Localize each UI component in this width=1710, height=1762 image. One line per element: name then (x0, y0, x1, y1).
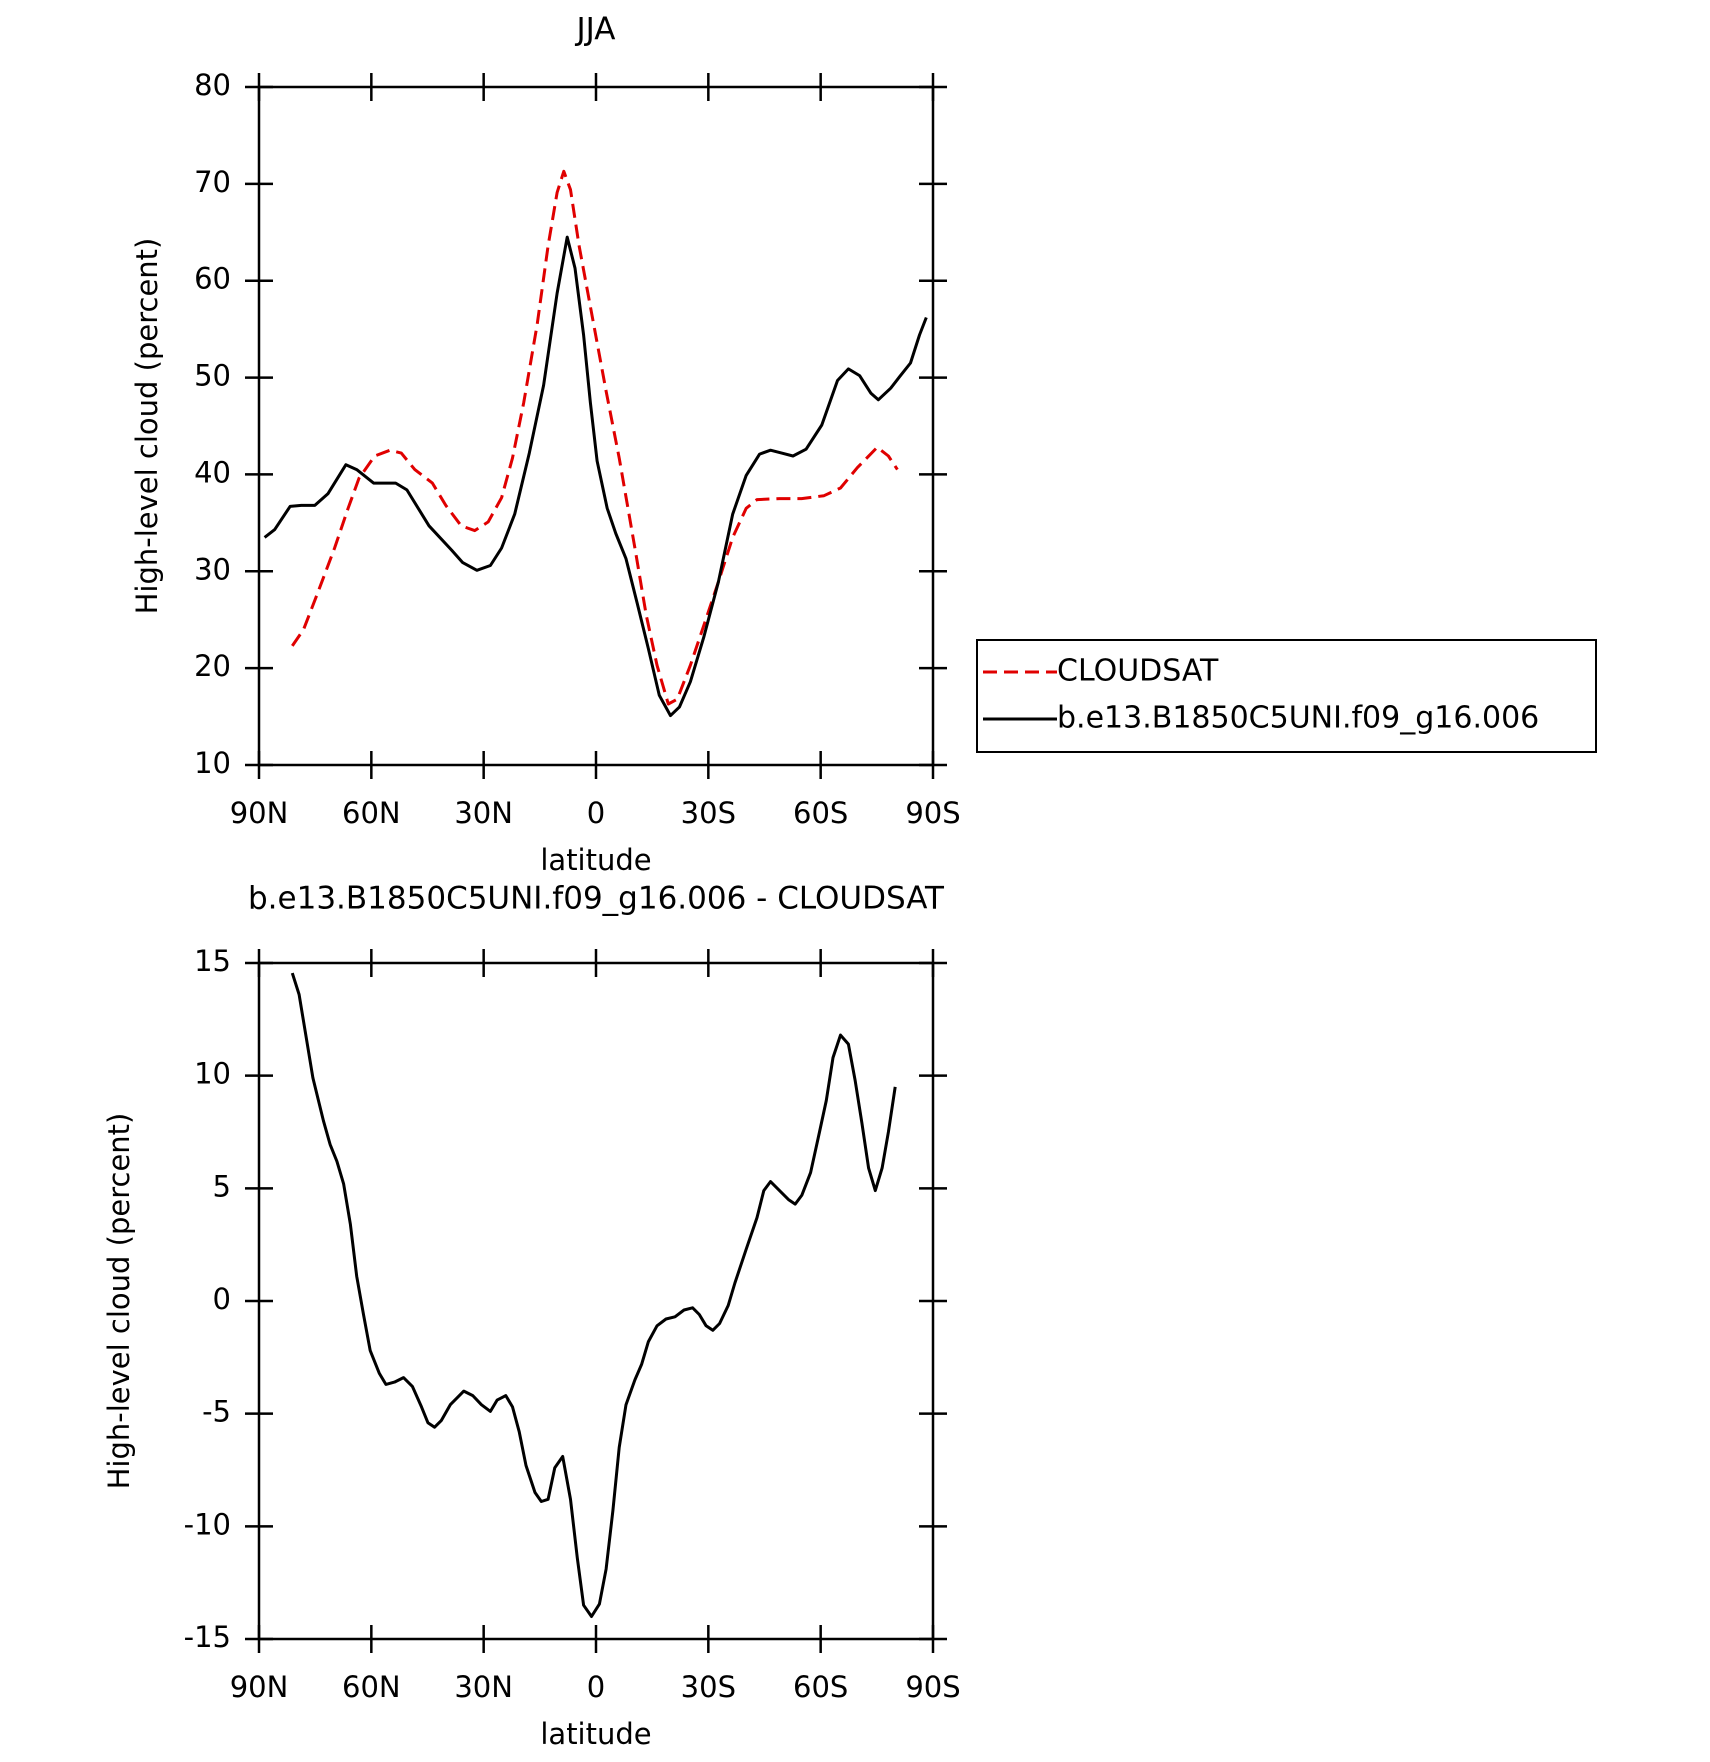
y-tick-label: 70 (194, 165, 231, 199)
y-tick-label: 10 (194, 1057, 231, 1091)
plot-frame (257, 85, 935, 767)
y-tick-label: 40 (194, 455, 231, 489)
legend-label: CLOUDSAT (1057, 654, 1219, 689)
x-tick-label: 60N (342, 796, 401, 830)
x-tick-label: 30N (454, 1670, 513, 1704)
y-tick-label: 60 (194, 262, 231, 296)
y-tick-label: -15 (184, 1620, 231, 1654)
x-tick-label: 90S (905, 796, 960, 830)
x-tick-label: 90S (905, 1670, 960, 1704)
x-axis-label: latitude (540, 843, 651, 877)
y-tick-label: 15 (194, 944, 231, 978)
y-tick-label: -10 (184, 1507, 231, 1541)
x-tick-label: 30S (681, 796, 736, 830)
y-axis-label: High-level cloud (percent) (102, 1113, 136, 1490)
chart-title: JJA (575, 12, 616, 48)
x-tick-label: 30S (681, 1670, 736, 1704)
legend-box (976, 639, 1597, 753)
x-tick-label: 0 (587, 1670, 605, 1704)
x-tick-label: 90N (230, 1670, 289, 1704)
x-tick-label: 90N (230, 796, 289, 830)
x-tick-label: 0 (587, 796, 605, 830)
y-tick-label: 10 (194, 746, 231, 780)
y-tick-label: 30 (194, 552, 231, 586)
x-tick-label: 60N (342, 1670, 401, 1704)
y-tick-label: 20 (194, 649, 231, 683)
legend-label: b.e13.B1850C5UNI.f09_g16.006 (1057, 701, 1539, 736)
x-tick-label: 60S (793, 1670, 848, 1704)
y-axis-label: High-level cloud (percent) (130, 238, 164, 615)
plot-frame (257, 961, 935, 1641)
series-line (291, 169, 899, 706)
y-tick-label: -5 (202, 1395, 231, 1429)
x-tick-label: 30N (454, 796, 513, 830)
y-tick-label: 0 (213, 1282, 231, 1316)
x-tick-label: 60S (793, 796, 848, 830)
x-axis-label: latitude (540, 1717, 651, 1751)
y-tick-label: 80 (194, 68, 231, 102)
series-line (290, 972, 897, 1618)
y-tick-label: 50 (194, 359, 231, 393)
series-line (263, 235, 928, 718)
chart-title: b.e13.B1850C5UNI.f09_g16.006 - CLOUDSAT (248, 881, 945, 917)
y-tick-label: 5 (213, 1169, 231, 1203)
